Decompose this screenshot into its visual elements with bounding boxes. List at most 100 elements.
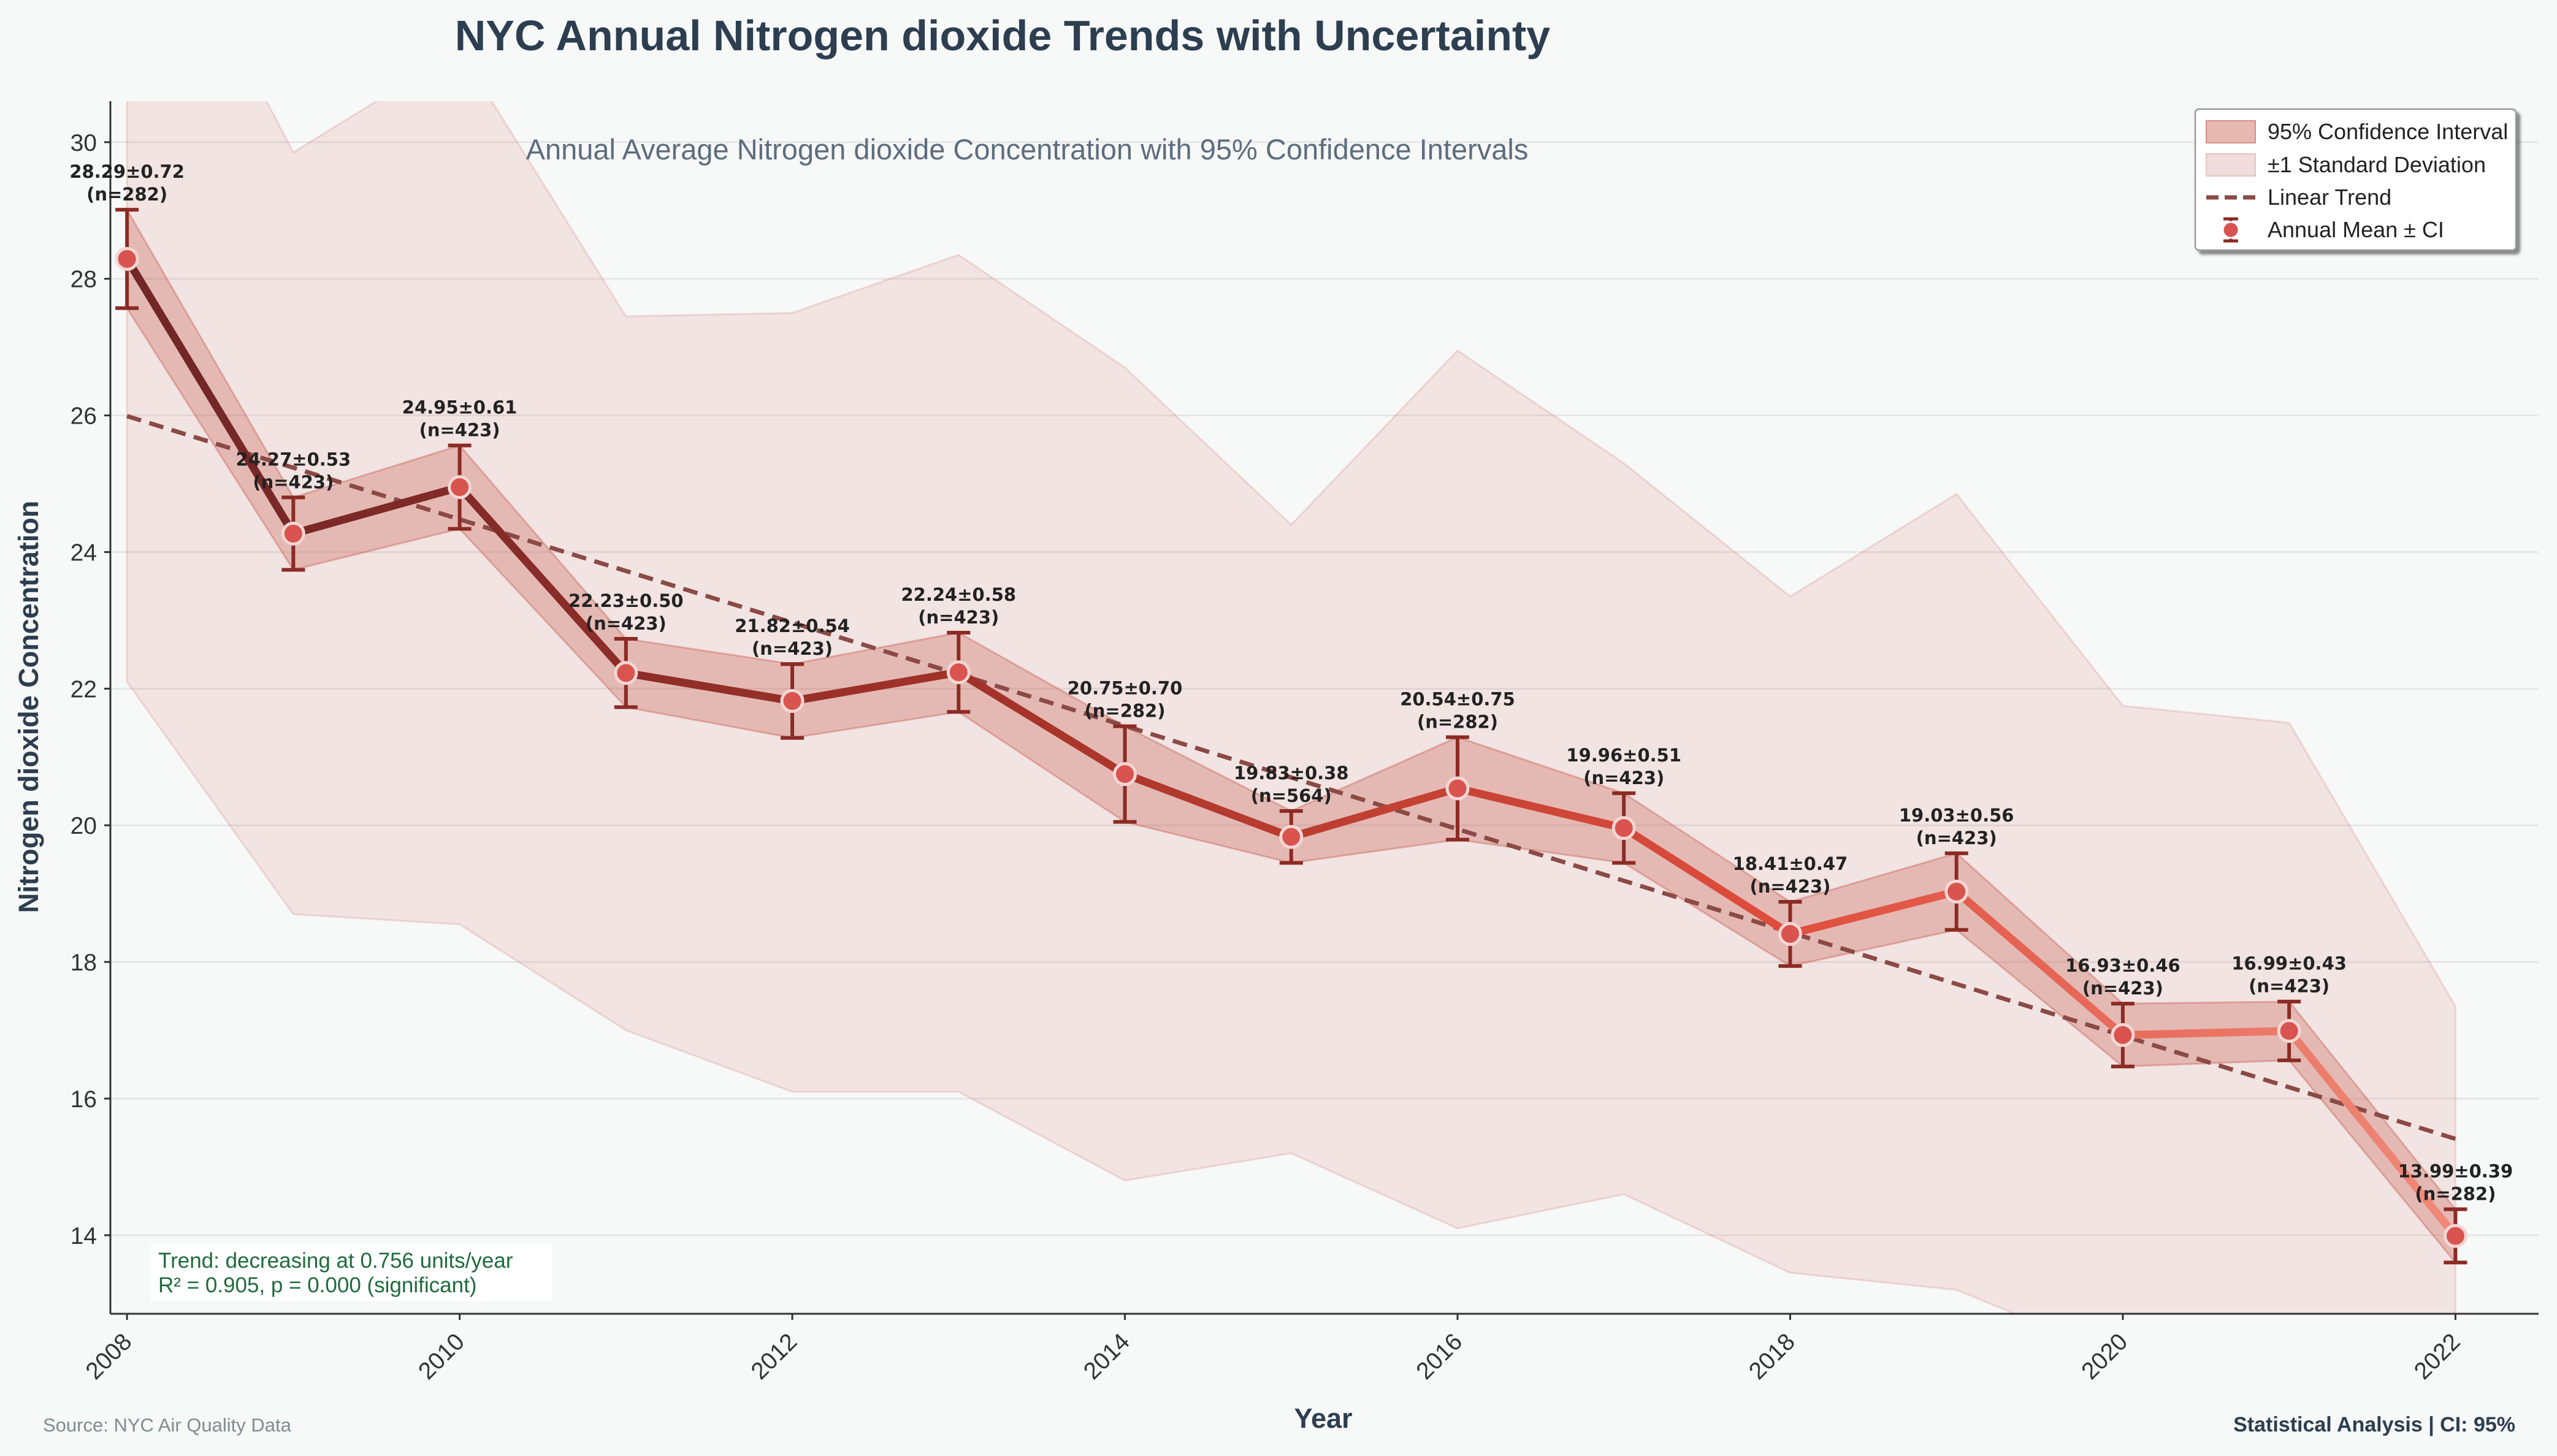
x-tick-label: 2018: [1744, 1328, 1800, 1385]
x-tick-label: 2020: [2077, 1328, 2133, 1385]
data-label-n: (n=423): [752, 638, 833, 659]
legend-swatch-ci: [2206, 120, 2256, 143]
data-label-value: 18.41±0.47: [1733, 853, 1848, 874]
data-label-value: 19.96±0.51: [1566, 745, 1681, 766]
error-bar-2016: [1445, 735, 1470, 842]
x-tick-label: 2012: [746, 1328, 803, 1385]
data-point-2013: [946, 660, 971, 685]
data-point-2016: [1445, 776, 1470, 801]
data-label-n: (n=564): [1251, 785, 1332, 806]
data-label-n: (n=423): [2249, 976, 2330, 997]
data-point-2010: [448, 475, 472, 500]
data-point-2014: [1113, 762, 1137, 787]
x-axis-label: Year: [1294, 1403, 1352, 1434]
data-label-n: (n=282): [86, 184, 167, 205]
y-tick-label: 22: [71, 676, 97, 703]
error-bar-2008: [115, 208, 139, 310]
data-label-n: (n=423): [2082, 978, 2163, 999]
error-bar-2009: [281, 495, 305, 572]
legend-swatch-sd: [2206, 153, 2256, 177]
trend-line: [126, 414, 2456, 1142]
data-label-n: (n=282): [1417, 711, 1498, 732]
data-label-value: 19.83±0.38: [1234, 763, 1349, 783]
error-bar-2013: [946, 630, 971, 714]
data-label-value: 16.93±0.46: [2065, 955, 2181, 976]
stats-trend-line: Trend: decreasing at 0.756 units/year: [158, 1249, 513, 1273]
error-bar-2011: [614, 637, 638, 709]
data-label-value: 22.23±0.50: [568, 590, 684, 611]
legend-swatch-mean: [2222, 217, 2240, 243]
x-tick-label: 2014: [1079, 1328, 1135, 1385]
data-label-value: 21.82±0.54: [735, 616, 850, 636]
x-tick-label: 2008: [81, 1328, 137, 1385]
y-tick-label: 18: [71, 950, 97, 976]
data-label-n: (n=423): [586, 613, 667, 634]
data-point-2022: [2443, 1224, 2467, 1248]
error-bar-2012: [780, 662, 805, 740]
data-label-value: 20.54±0.75: [1400, 688, 1515, 709]
data-point-2017: [1611, 816, 1636, 840]
data-label-value: 19.03±0.56: [1899, 805, 2014, 826]
data-point-2015: [1279, 825, 1304, 849]
data-label-value: 22.24±0.58: [901, 584, 1016, 605]
y-tick-label: 14: [71, 1223, 97, 1249]
legend-label-mean: Annual Mean ± CI: [2268, 217, 2444, 242]
data-label-value: 20.75±0.70: [1068, 678, 1183, 699]
y-tick-label: 28: [71, 267, 97, 293]
data-point-2018: [1778, 921, 1802, 946]
data-label-value: 16.99±0.43: [2231, 953, 2347, 974]
data-point-2019: [1944, 879, 1969, 904]
footer-source: Source: NYC Air Quality Data: [43, 1414, 292, 1436]
data-label-n: (n=423): [253, 471, 334, 492]
error-bar-2017: [1611, 791, 1636, 865]
legend: 95% Confidence Interval ±1 Standard Devi…: [2194, 108, 2517, 251]
data-label-n: (n=423): [419, 420, 500, 441]
y-tick-label: 20: [71, 813, 97, 839]
y-axis-label: Nitrogen dioxide Concentration: [13, 501, 44, 913]
data-point-2020: [2111, 1023, 2135, 1047]
data-point-2011: [614, 661, 638, 685]
data-label-value: 13.99±0.39: [2398, 1161, 2513, 1182]
error-bar-2015: [1279, 809, 1304, 865]
error-bar-2018: [1778, 900, 1802, 968]
y-tick-label: 26: [71, 403, 97, 430]
data-label-value: 24.27±0.53: [236, 449, 351, 470]
data-label-value: 24.95±0.61: [402, 397, 518, 418]
error-bar-2014: [1113, 724, 1137, 824]
data-point-2012: [780, 688, 805, 713]
data-label-value: 28.29±0.72: [69, 161, 185, 182]
x-tick-label: 2010: [413, 1328, 470, 1385]
data-point-2021: [2277, 1019, 2301, 1043]
chart-subtitle: Annual Average Nitrogen dioxide Concentr…: [526, 133, 1529, 166]
data-label-n: (n=423): [1583, 768, 1664, 788]
error-bar-2021: [2277, 999, 2301, 1062]
data-labels: 28.29±0.72(n=282)24.27±0.53(n=423)24.95±…: [69, 161, 2513, 1204]
stats-box-frame: [150, 1244, 552, 1301]
data-label-n: (n=282): [1085, 701, 1166, 722]
plot-area: [115, 101, 2467, 1314]
error-bar-2010: [448, 443, 472, 531]
legend-frame: [2194, 108, 2517, 251]
y-tick-label: 24: [71, 539, 97, 566]
y-tick-label: 30: [71, 130, 97, 156]
data-label-n: (n=282): [2415, 1184, 2496, 1205]
data-label-n: (n=423): [1749, 876, 1830, 897]
legend-label-trend: Linear Trend: [2268, 185, 2391, 210]
data-label-n: (n=423): [918, 607, 999, 628]
stats-r2-line: R² = 0.905, p = 0.000 (significant): [158, 1273, 476, 1297]
data-point-2009: [281, 521, 305, 546]
data-point-2008: [115, 246, 139, 271]
x-tick-label: 2022: [2409, 1328, 2466, 1385]
x-tick-label: 2016: [1412, 1328, 1468, 1385]
error-bar-2019: [1944, 851, 1969, 932]
y-tick-label: 16: [71, 1086, 97, 1113]
stats-box: Trend: decreasing at 0.756 units/year R²…: [150, 1244, 552, 1301]
footer-analysis: Statistical Analysis | CI: 95%: [2233, 1413, 2515, 1436]
error-bar-2022: [2443, 1207, 2467, 1265]
sd-band: [126, 101, 2456, 1314]
chart-title: NYC Annual Nitrogen dioxide Trends with …: [455, 12, 1551, 59]
error-bar-2020: [2111, 1002, 2135, 1069]
legend-label-sd: ±1 Standard Deviation: [2268, 152, 2486, 177]
legend-label-ci: 95% Confidence Interval: [2268, 119, 2508, 144]
